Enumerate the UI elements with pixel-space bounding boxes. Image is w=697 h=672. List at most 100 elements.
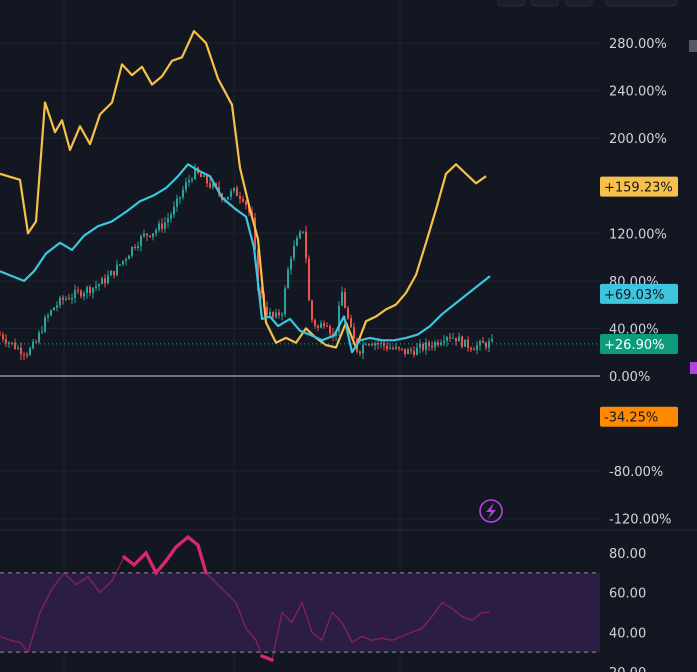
rsi-y-tick-3: 20.00 (609, 666, 646, 672)
candle-body (26, 354, 28, 356)
candle-body (359, 351, 361, 354)
candle-body (53, 307, 55, 311)
candle-body (338, 305, 340, 332)
candle-body (455, 337, 457, 342)
candle-body (164, 222, 166, 229)
candle-body (446, 337, 448, 341)
main-y-tick-3: 120.00% (609, 227, 667, 242)
candle-body (269, 311, 271, 315)
candle-body (482, 341, 484, 344)
candle-body (80, 290, 82, 297)
candle-body (377, 343, 379, 345)
toolbar-button-1[interactable] (497, 0, 525, 7)
candle-body (41, 331, 43, 333)
candle-body (191, 179, 193, 181)
candle-body (464, 339, 466, 347)
candle-body (365, 344, 367, 346)
candle-body (476, 345, 478, 350)
candle-body (470, 347, 472, 350)
orange-value-badge: -34.25% (604, 411, 658, 426)
candle-body (200, 173, 202, 178)
candle-body (8, 342, 10, 344)
candle-body (155, 230, 157, 234)
candle-body (314, 319, 316, 326)
candle-body (119, 264, 121, 266)
main-y-tick-1: 240.00% (609, 85, 667, 100)
candle-body (290, 258, 292, 270)
candle-body (347, 307, 349, 319)
candle-body (2, 334, 4, 340)
candle-body (491, 339, 493, 342)
candle-body (128, 255, 130, 260)
candle-body (353, 327, 355, 339)
candle-body (77, 290, 79, 292)
candle-body (431, 346, 433, 348)
candle-body (107, 275, 109, 284)
candle-body (173, 206, 175, 215)
price-badges: +159.23% +69.03% +26.90% -34.25% (600, 176, 678, 427)
candle-body (137, 246, 139, 248)
candle-body (305, 231, 307, 259)
candle-body (443, 340, 445, 343)
candle-body (68, 298, 70, 300)
candle-body (110, 271, 112, 276)
candle-body (101, 278, 103, 285)
candle-body (89, 287, 91, 293)
candle-body (194, 167, 196, 180)
candle-body (266, 306, 268, 315)
candle-body (113, 271, 115, 276)
candle-body (236, 187, 238, 197)
candle-body (398, 347, 400, 349)
candle-body (458, 336, 460, 342)
candle-body (188, 180, 190, 183)
main-y-tick-5: 40.00% (609, 322, 659, 337)
candle-body (179, 197, 181, 199)
candle-body (332, 333, 334, 337)
candle-body (419, 343, 421, 348)
toolbar-button-4[interactable] (605, 0, 677, 7)
lightning-icon[interactable] (479, 499, 503, 523)
candle-body (395, 347, 397, 349)
candle-body (341, 292, 343, 306)
candle-body (11, 342, 13, 344)
zero-line (0, 343, 600, 377)
toolbar-button-3[interactable] (565, 0, 593, 7)
candle-body (257, 249, 259, 291)
candle-body (32, 341, 34, 349)
candle-body (167, 218, 169, 223)
candle-body (143, 233, 145, 237)
candle-body (320, 323, 322, 328)
candle-body (242, 198, 244, 202)
green-value-badge-box (600, 334, 678, 355)
candle-body (134, 246, 136, 248)
candle-body (392, 348, 394, 350)
candle-body (374, 343, 376, 346)
candle-body (125, 259, 127, 261)
candle-body (182, 189, 184, 198)
candle-body (227, 196, 229, 200)
candle-body (293, 245, 295, 259)
candle-body (209, 183, 211, 188)
candle-body (158, 223, 160, 231)
yellow-series-line (0, 30, 487, 349)
candle-body (146, 233, 148, 236)
y-axis-labels: 280.00%240.00%200.00%120.00%80.00%40.00%… (609, 37, 672, 672)
main-y-tick-6: 0.00% (609, 370, 650, 385)
candle-body (401, 348, 403, 350)
candle-body (317, 325, 319, 328)
toolbar-button-2[interactable] (531, 0, 559, 7)
candle-body (473, 349, 475, 351)
candle-body (71, 298, 73, 300)
candle-body (47, 315, 49, 318)
candle-body (17, 347, 19, 349)
candle-body (434, 342, 436, 348)
candle-body (83, 293, 85, 297)
candle-body (275, 312, 277, 318)
candle-body (452, 337, 454, 339)
candle-body (152, 233, 154, 237)
candle-body (437, 342, 439, 345)
candle-body (311, 300, 313, 320)
candle-body (407, 349, 409, 355)
candle-body (371, 344, 373, 346)
candle-body (245, 201, 247, 206)
